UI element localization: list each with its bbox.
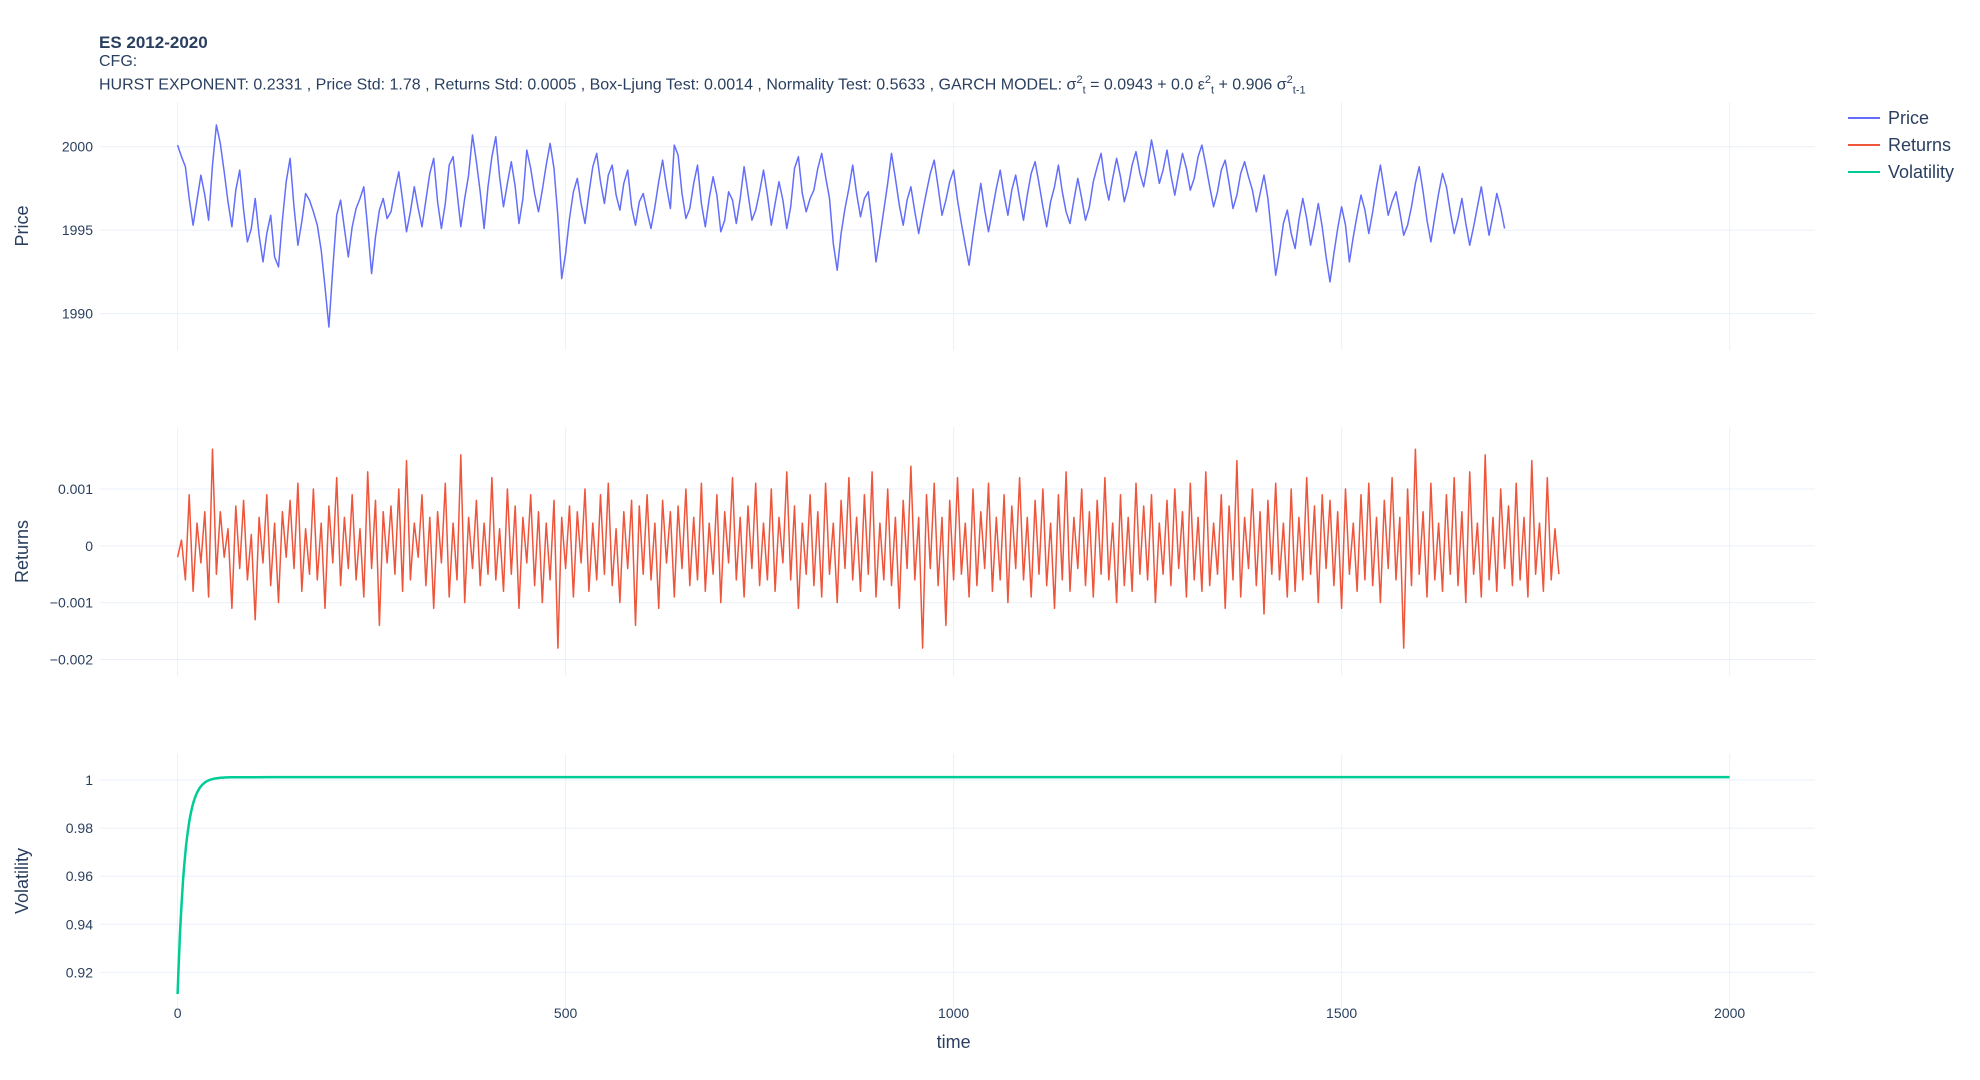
y-axis-title: Price [12,205,32,246]
chart-title: ES 2012-2020 [99,33,208,52]
y-tick-label: 1990 [62,306,93,322]
axis-layer: 1990 1995 2000 Price −0.002 −0.001 0 0.001 Retur… [12,139,1745,1052]
y-tick-label: 1995 [62,222,93,238]
sigma-sub-2: t-1 [1292,84,1306,97]
legend-label: Volatility [1888,162,1954,182]
y-tick-label: 0.98 [66,820,93,836]
y-tick-label: 0.92 [66,964,93,980]
y-tick-label: 0.96 [66,868,93,884]
y-axis-title: Volatility [12,848,32,914]
series-line-price [176,124,1506,328]
legend-item-price[interactable]: Price [1848,108,1929,128]
sigma-sub-1: t [1082,84,1086,97]
series-layer [176,124,1730,995]
series-line-volatility [176,775,1730,995]
y-tick-label: 0 [85,538,93,554]
x-tick-label: 2000 [1714,1005,1745,1021]
legend[interactable]: Price Returns Volatility [1848,108,1954,182]
series-line-returns [176,448,1560,649]
eps-sup: 2 [1204,74,1211,86]
legend-item-returns[interactable]: Returns [1848,135,1951,155]
legend-item-volatility[interactable]: Volatility [1848,162,1954,182]
y-tick-label: 2000 [62,139,93,155]
sigma-sup-2: 2 [1286,74,1293,86]
y-tick-label: −0.002 [50,651,93,667]
y-axis-title: Returns [12,520,32,583]
cfg-label: CFG: [99,53,138,70]
x-tick-label: 1500 [1326,1005,1357,1021]
legend-label: Price [1888,108,1929,128]
x-tick-label: 1000 [938,1005,969,1021]
garch-plus: + 0.906 σ [1214,76,1287,94]
y-tick-label: 0.94 [66,916,93,932]
x-axis-title: time [937,1032,971,1052]
x-tick-label: 500 [554,1005,578,1021]
stats-line: HURST EXPONENT: 0.2331 , Price Std: 1.78… [99,71,1306,101]
sigma-sup-1: 2 [1076,74,1083,86]
chart-header: ES 2012-2020 CFG: HURST EXPONENT: 0.2331… [99,33,1306,101]
y-tick-label: −0.001 [50,595,93,611]
x-tick-label: 0 [174,1005,182,1021]
garch-eq: = 0.0943 + 0.0 ε [1085,76,1205,94]
stats-text: HURST EXPONENT: 0.2331 , Price Std: 1.78… [99,76,1077,94]
y-tick-label: 0.001 [58,481,93,497]
eps-sub: t [1210,84,1215,97]
y-tick-label: 1 [85,772,93,788]
legend-label: Returns [1888,135,1951,155]
